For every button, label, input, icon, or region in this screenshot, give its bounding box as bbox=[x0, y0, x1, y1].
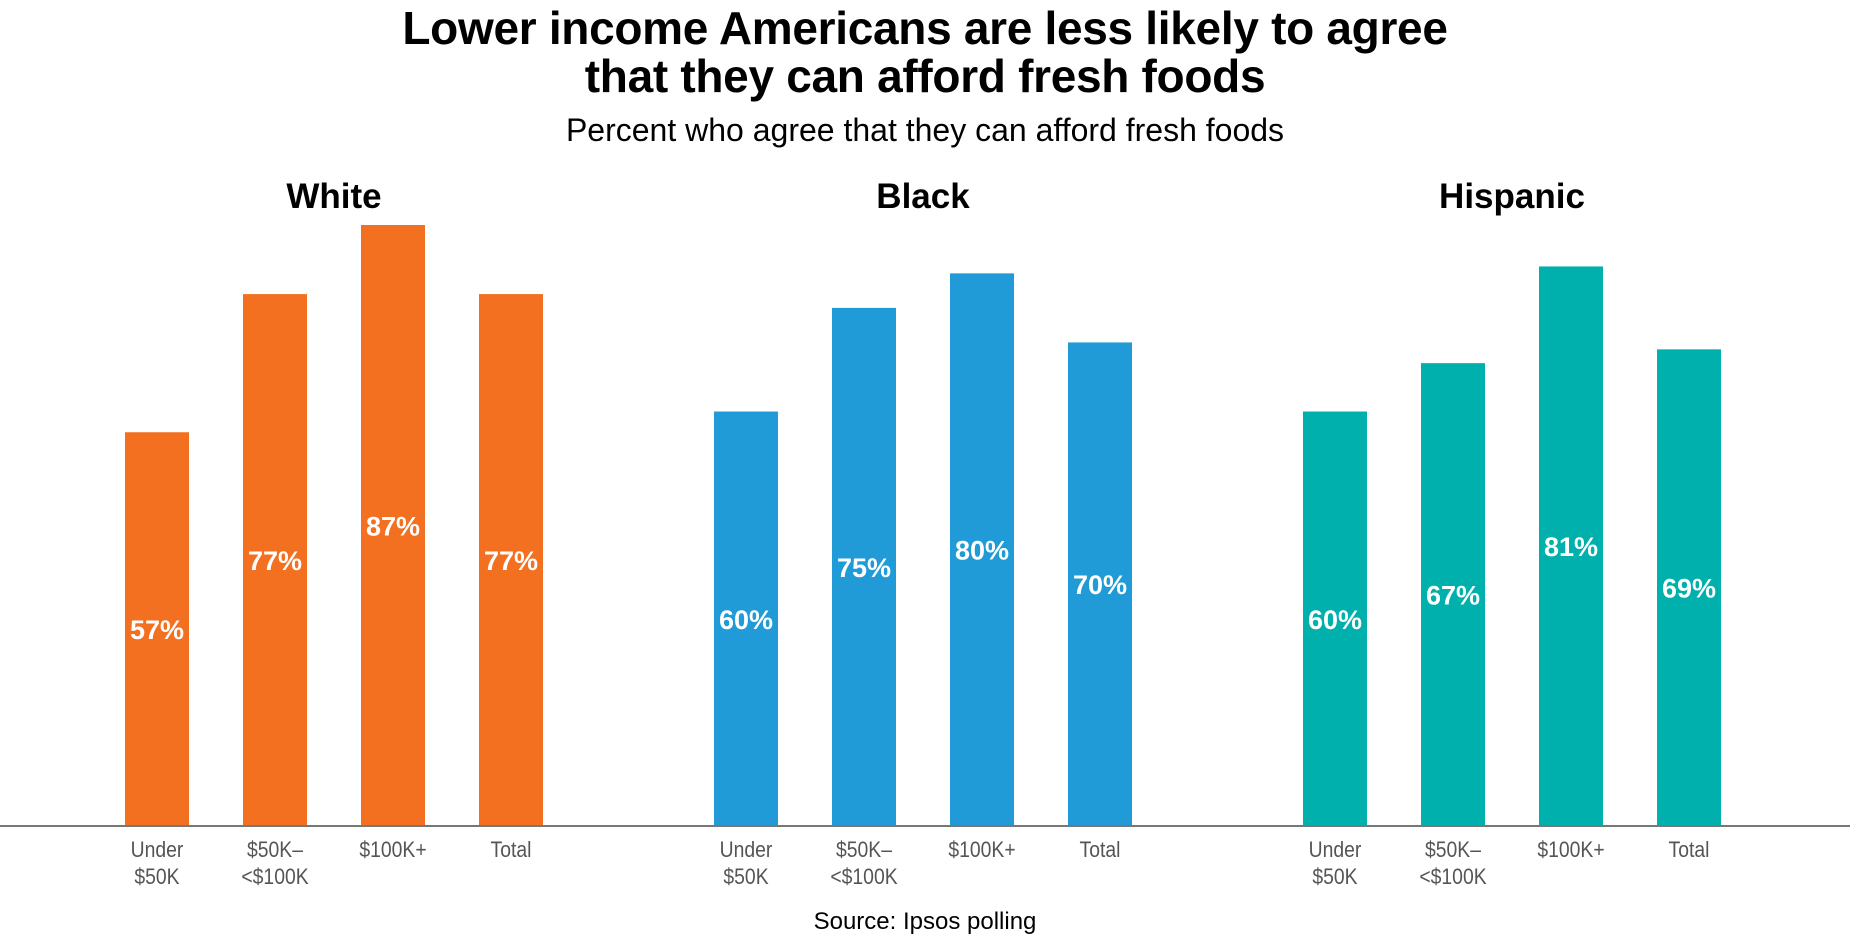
bar-black-0 bbox=[714, 411, 778, 826]
x-tick-label-white-3: Total bbox=[491, 838, 532, 862]
x-tick-label-hispanic-3: Total bbox=[1669, 838, 1710, 862]
x-tick-label-line: $100K+ bbox=[948, 838, 1015, 862]
bar-black-3 bbox=[1068, 342, 1132, 826]
x-tick-label-line: Total bbox=[491, 838, 532, 862]
data-label-white-3: 77% bbox=[484, 546, 538, 576]
x-tick-label-white-1: $50K– <$100K bbox=[241, 838, 308, 889]
x-tick-label-line: $50K bbox=[134, 865, 179, 889]
chart-title-line-2: that they can afford fresh foods bbox=[584, 50, 1266, 102]
data-label-white-0: 57% bbox=[130, 615, 184, 645]
x-tick-label-black-2: $100K+ bbox=[948, 838, 1015, 862]
data-label-hispanic-3: 69% bbox=[1662, 574, 1716, 604]
x-tick-label-line: $50K– bbox=[247, 838, 303, 862]
x-tick-label-line: <$100K bbox=[830, 865, 897, 889]
data-label-hispanic-0: 60% bbox=[1308, 605, 1362, 635]
panel-title-hispanic: Hispanic bbox=[1439, 177, 1585, 216]
x-tick-label-hispanic-0: Under $50K bbox=[1309, 838, 1362, 889]
panel-title-white: White bbox=[286, 177, 381, 216]
x-tick-label-line: $50K bbox=[723, 865, 768, 889]
bar-white-0 bbox=[125, 432, 189, 826]
x-tick-label-line: <$100K bbox=[241, 865, 308, 889]
data-label-black-0: 60% bbox=[719, 605, 773, 635]
bar-black-1 bbox=[832, 307, 896, 826]
data-label-black-1: 75% bbox=[837, 553, 891, 583]
panel-title-black: Black bbox=[876, 177, 970, 216]
x-tick-label-hispanic-1: $50K– <$100K bbox=[1419, 838, 1486, 889]
x-tick-label-black-0: Under $50K bbox=[720, 838, 773, 889]
source-note: Source: Ipsos polling bbox=[813, 908, 1037, 935]
chart-subtitle: Percent who agree that they can afford f… bbox=[565, 112, 1285, 148]
x-tick-label-line: $50K– bbox=[1425, 838, 1481, 862]
chart-title-line-1: Lower income Americans are less likely t… bbox=[402, 2, 1448, 54]
data-label-black-3: 70% bbox=[1073, 570, 1127, 600]
x-tick-label-line: $50K bbox=[1312, 865, 1357, 889]
x-tick-label-line: $100K+ bbox=[359, 838, 426, 862]
x-tick-label-hispanic-2: $100K+ bbox=[1537, 838, 1604, 862]
data-label-hispanic-1: 67% bbox=[1426, 581, 1480, 611]
bar-hispanic-0 bbox=[1303, 411, 1367, 826]
x-tick-label-white-0: Under $50K bbox=[131, 838, 184, 889]
x-tick-label-black-3: Total bbox=[1080, 838, 1121, 862]
bar-hispanic-3 bbox=[1657, 349, 1721, 826]
data-label-black-2: 80% bbox=[955, 536, 1009, 566]
data-label-white-2: 87% bbox=[366, 512, 420, 542]
data-label-white-1: 77% bbox=[248, 546, 302, 576]
bar-hispanic-1 bbox=[1421, 363, 1485, 826]
bar-white-1 bbox=[243, 294, 307, 827]
x-tick-label-line: Total bbox=[1669, 838, 1710, 862]
bar-black-2 bbox=[950, 273, 1014, 826]
bar-white-3 bbox=[479, 294, 543, 827]
x-tick-label-line: $50K– bbox=[836, 838, 892, 862]
x-tick-label-white-2: $100K+ bbox=[359, 838, 426, 862]
x-tick-label-line: <$100K bbox=[1419, 865, 1486, 889]
x-tick-label-line: Under bbox=[1309, 838, 1362, 862]
x-tick-label-black-1: $50K– <$100K bbox=[830, 838, 897, 889]
x-tick-label-line: Total bbox=[1080, 838, 1121, 862]
x-tick-label-line: Under bbox=[131, 838, 184, 862]
x-tick-label-line: Under bbox=[720, 838, 773, 862]
bar-hispanic-2 bbox=[1539, 266, 1603, 827]
data-label-hispanic-2: 81% bbox=[1544, 532, 1598, 562]
bar-white-2 bbox=[361, 225, 425, 826]
x-tick-label-line: $100K+ bbox=[1537, 838, 1604, 862]
